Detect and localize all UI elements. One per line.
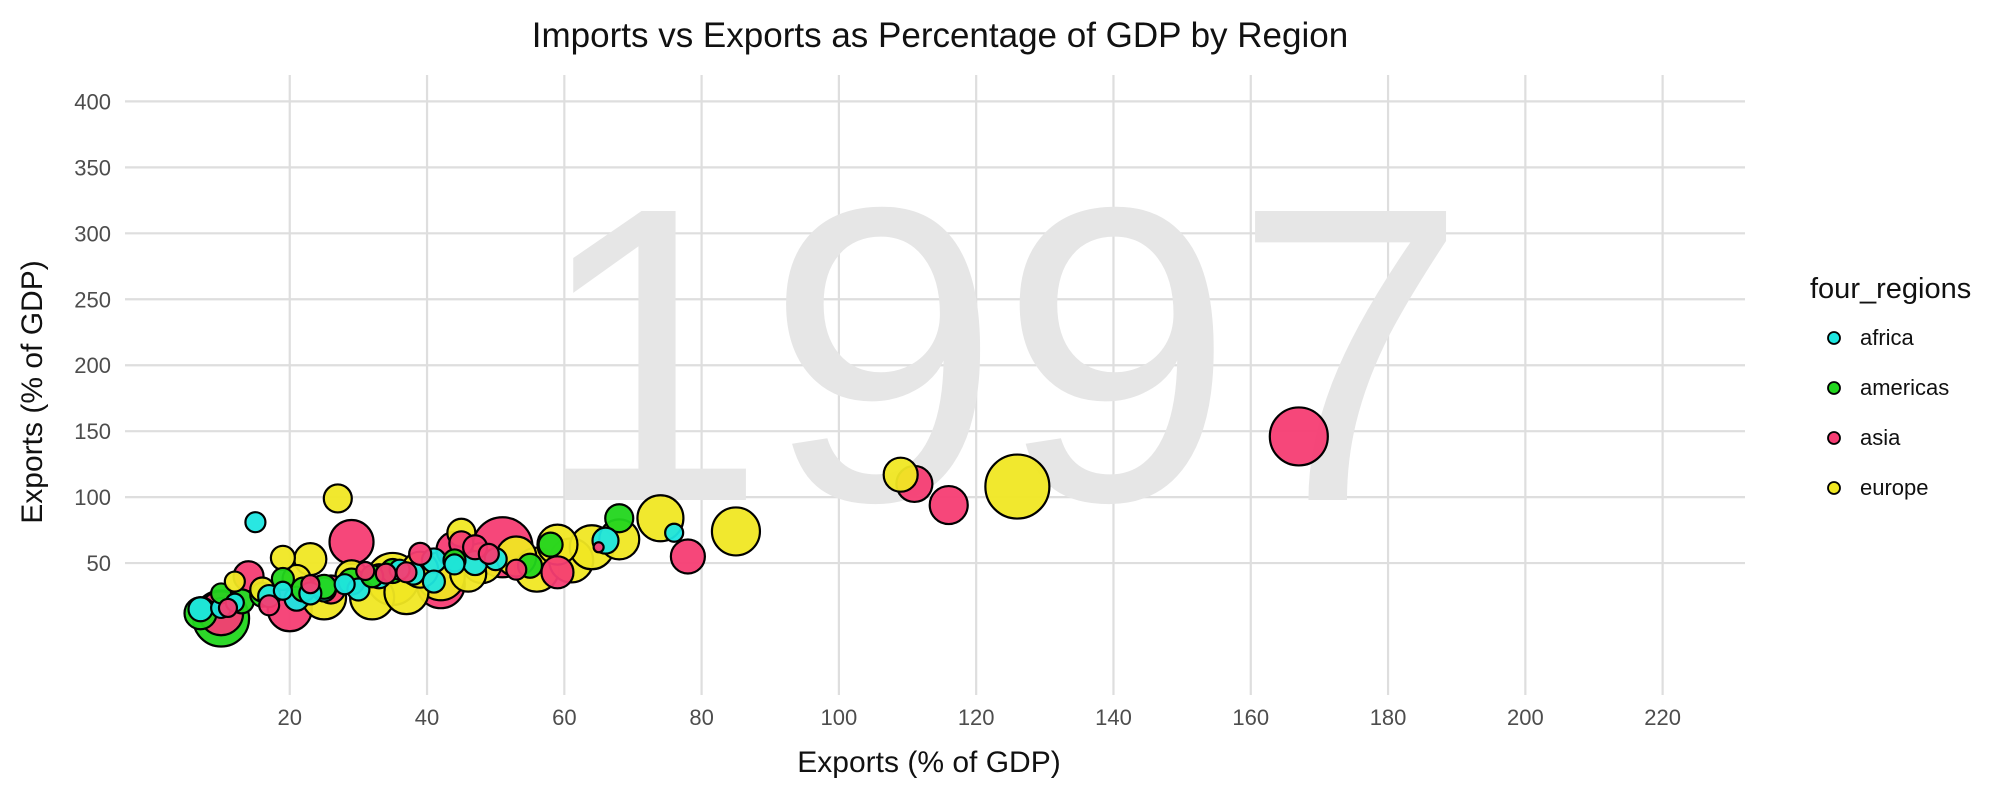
x-tick-label: 80: [689, 705, 713, 730]
data-point-asia: [669, 538, 706, 575]
legend-label: americas: [1860, 375, 1949, 400]
legend-item-africa: africa: [1827, 325, 1915, 350]
data-point-africa: [244, 511, 267, 534]
data-point-africa: [421, 569, 446, 594]
data-point-americas: [537, 531, 564, 558]
legend-label: europe: [1860, 475, 1929, 500]
y-tick-label: 300: [74, 221, 111, 246]
y-tick-label: 200: [74, 353, 111, 378]
x-tick-label: 120: [958, 705, 995, 730]
x-tick-label: 20: [278, 705, 302, 730]
legend-items: africa americas asia europe: [1827, 325, 1949, 500]
data-point-europe: [269, 544, 296, 571]
data-point-europe: [322, 483, 353, 514]
x-tick-label: 100: [821, 705, 858, 730]
data-point-europe: [984, 453, 1051, 520]
y-tick-label: 50: [87, 551, 111, 576]
data-point-europe: [710, 506, 762, 557]
x-tick-label: 220: [1644, 705, 1681, 730]
data-point-asia: [1268, 406, 1329, 467]
legend-swatch: [1827, 481, 1841, 495]
data-point-asia: [928, 484, 969, 526]
legend-item-europe: europe: [1827, 475, 1929, 500]
data-point-asia: [592, 541, 605, 554]
axis-ticks: 20 40 60 80 100 120 140 160 180 200 220 50 100 150 200…: [74, 89, 1681, 730]
data-point-africa: [333, 573, 356, 596]
data-point-asia: [374, 562, 397, 585]
legend-item-americas: americas: [1827, 375, 1949, 400]
data-point-asia: [300, 574, 321, 595]
legend-swatch: [1827, 431, 1841, 445]
data-point-asia: [395, 561, 418, 584]
legend-label: africa: [1860, 325, 1915, 350]
data-point-asia: [505, 558, 528, 581]
y-tick-label: 250: [74, 287, 111, 312]
data-point-americas: [604, 503, 635, 534]
data-point-asia: [328, 518, 375, 566]
legend-label: asia: [1860, 425, 1901, 450]
data-point-africa: [664, 522, 685, 543]
x-tick-label: 160: [1232, 705, 1269, 730]
data-point-africa: [272, 580, 293, 601]
y-tick-label: 350: [74, 155, 111, 180]
legend-swatch: [1827, 331, 1841, 345]
data-point-africa: [443, 553, 466, 576]
data-point-africa: [187, 596, 214, 623]
x-tick-label: 200: [1507, 705, 1544, 730]
x-tick-label: 60: [552, 705, 576, 730]
x-tick-label: 140: [1095, 705, 1132, 730]
data-point-asia: [477, 542, 500, 565]
y-tick-label: 100: [74, 485, 111, 510]
data-point-asia: [355, 560, 376, 582]
y-tick-label: 150: [74, 419, 111, 444]
x-tick-label: 180: [1370, 705, 1407, 730]
legend-swatch: [1827, 381, 1841, 395]
data-point-asia: [217, 597, 239, 619]
chart-title: Imports vs Exports as Percentage of GDP …: [532, 16, 1348, 55]
y-tick-label: 400: [74, 89, 111, 114]
legend-title: four_regions: [1810, 273, 1971, 305]
data-point-asia: [540, 555, 575, 590]
legend: four_regions africa americas asia europe: [1810, 273, 1971, 500]
x-axis-title: Exports (% of GDP): [797, 746, 1060, 779]
x-tick-label: 40: [415, 705, 439, 730]
y-axis-title: Exports (% of GDP): [16, 260, 49, 523]
legend-item-asia: asia: [1827, 425, 1901, 450]
data-point-europe: [882, 456, 919, 493]
data-point-asia: [408, 541, 433, 566]
data-points: [183, 406, 1329, 648]
data-point-asia: [258, 594, 281, 617]
data-point-europe: [223, 570, 246, 593]
